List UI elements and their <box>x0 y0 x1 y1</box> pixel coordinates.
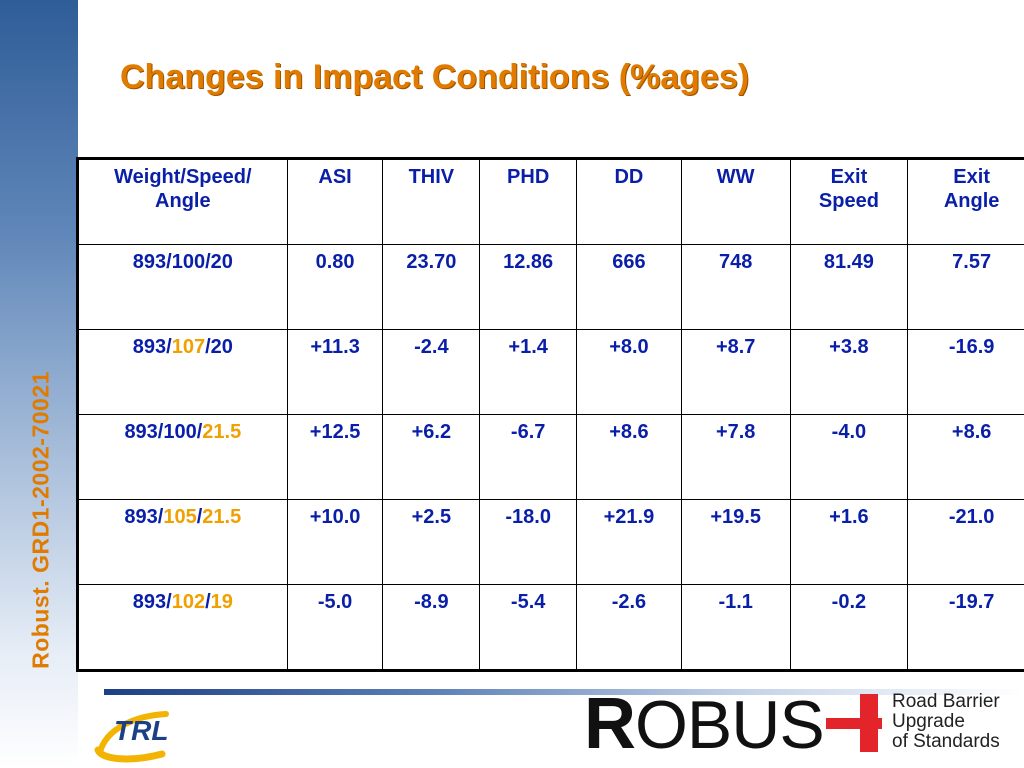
column-header: Weight/Speed/Angle <box>77 158 288 245</box>
trl-logo-text: TRL <box>114 715 168 746</box>
table-row: 893/100/20 0.80 23.70 12.86 666 748 81.49 7.57 <box>77 244 1024 330</box>
value-cell: -4.0 <box>789 414 909 500</box>
value-cell: -6.7 <box>479 414 578 500</box>
table-row: 893/102/19 -5.0 -8.9 -5.4 -2.6 -1.1 -0.2 -19.7 <box>77 584 1024 671</box>
value-cell: +12.5 <box>286 414 384 500</box>
condition-label-segment: 893/ <box>124 506 164 528</box>
column-header-line: Angle <box>943 190 1000 212</box>
value-cell: +8.6 <box>907 414 1024 500</box>
condition-label-segment: 893/ <box>132 336 172 358</box>
value-cell: +8.7 <box>680 329 791 415</box>
condition-label-segment: / <box>205 591 211 613</box>
value-cell: -5.4 <box>479 584 578 671</box>
column-header: DD <box>576 158 682 245</box>
value-cell: +6.2 <box>382 414 481 500</box>
value-cell: +8.0 <box>576 329 682 415</box>
value-cell: -0.2 <box>789 584 909 671</box>
value-cell: -1.1 <box>680 584 791 671</box>
value-cell: -8.9 <box>382 584 481 671</box>
condition-label-segment: 21.5 <box>202 506 242 528</box>
value-cell: -2.6 <box>576 584 682 671</box>
trl-logo: TRL <box>94 711 169 763</box>
condition-label-segment: 893/100/20 <box>132 251 233 273</box>
value-cell: 81.49 <box>789 244 909 330</box>
tagline-line-2: Upgrade <box>892 711 965 732</box>
tagline-line-1: Road Barrier <box>892 691 1000 712</box>
condition-label-segment: 21.5 <box>202 421 242 443</box>
condition-label-segment: 105 <box>163 506 197 528</box>
column-header: Exit Speed <box>789 158 909 245</box>
condition-label-cell: 893/102/19 <box>77 584 288 671</box>
condition-label-segment: 893/100/ <box>124 421 203 443</box>
table-row: 893/105/21.5 +10.0 +2.5 -18.0 +21.9 +19.5 +1.6… <box>77 499 1024 585</box>
condition-label-cell: 893/107/20 <box>77 329 288 415</box>
value-cell: +11.3 <box>286 329 384 415</box>
value-cell: -16.9 <box>907 329 1024 415</box>
value-cell: +1.6 <box>789 499 909 585</box>
column-header: ASI <box>286 158 384 245</box>
column-header-line: Exit <box>830 166 868 188</box>
sidebar-band <box>0 0 78 768</box>
slide-title: Changes in Impact Conditions (%ages) <box>120 58 750 96</box>
column-header: PHD <box>479 158 578 245</box>
column-header-line: ASI <box>318 166 352 188</box>
impact-conditions-table: Weight/Speed/Angle ASI THIV PHD DD WW Exit Spee… <box>76 157 1024 672</box>
value-cell: +10.0 <box>286 499 384 585</box>
column-header: THIV <box>382 158 481 245</box>
value-cell: 0.80 <box>286 244 384 330</box>
table-row: 893/100/21.5 +12.5 +6.2 -6.7 +8.6 +7.8 -4.0 +8.… <box>77 414 1024 500</box>
value-cell: -21.0 <box>907 499 1024 585</box>
value-cell: -5.0 <box>286 584 384 671</box>
condition-label-segment: 893/ <box>132 591 172 613</box>
condition-label-cell: 893/100/20 <box>77 244 288 330</box>
condition-label-cell: 893/105/21.5 <box>77 499 288 585</box>
condition-label-segment: /20 <box>205 336 233 358</box>
value-cell: +3.8 <box>789 329 909 415</box>
tagline-line-3: of Standards <box>892 731 1000 752</box>
value-cell: +8.6 <box>576 414 682 500</box>
value-cell: -19.7 <box>907 584 1024 671</box>
table-body: 893/100/20 0.80 23.70 12.86 666 748 81.49 7.57 8… <box>77 244 1024 671</box>
value-cell: 748 <box>680 244 791 330</box>
footer-divider <box>104 689 1024 695</box>
condition-label-segment: 107 <box>171 336 206 358</box>
value-cell: -18.0 <box>479 499 578 585</box>
robust-tagline: Road Barrier Upgrade of Standards <box>892 692 1000 752</box>
value-cell: 12.86 <box>479 244 578 330</box>
column-header-line: Angle <box>155 190 211 212</box>
value-cell: +21.9 <box>576 499 682 585</box>
robust-logo-r: R <box>584 684 636 764</box>
column-header: WW <box>680 158 791 245</box>
condition-label-segment: / <box>196 506 203 528</box>
table-row: 893/107/20 +11.3 -2.4 +1.4 +8.0 +8.7 +3.8 -16.9 <box>77 329 1024 415</box>
table-header-row: Weight/Speed/Angle ASI THIV PHD DD WW Exit Spee… <box>77 158 1024 245</box>
value-cell: 666 <box>576 244 682 330</box>
value-cell: 23.70 <box>382 244 481 330</box>
column-header-line: DD <box>614 166 644 188</box>
condition-label-segment: 19 <box>210 591 233 613</box>
value-cell: +7.8 <box>680 414 791 500</box>
column-header-line: WW <box>716 166 755 188</box>
column-header-line: Exit <box>953 166 990 188</box>
value-cell: +2.5 <box>382 499 481 585</box>
condition-label-cell: 893/100/21.5 <box>77 414 288 500</box>
robust-red-cross-icon <box>826 694 882 752</box>
project-reference: Robust. GRD1-2002-70021 <box>27 371 54 669</box>
column-header-line: PHD <box>507 166 550 188</box>
value-cell: +19.5 <box>680 499 791 585</box>
value-cell: 7.57 <box>907 244 1024 330</box>
condition-label-segment: 102 <box>171 591 206 613</box>
value-cell: +1.4 <box>479 329 578 415</box>
column-header-line: Weight/Speed/ <box>114 166 252 188</box>
column-header: Exit Angle <box>907 158 1024 245</box>
column-header-line: Speed <box>818 190 879 212</box>
value-cell: -2.4 <box>382 329 481 415</box>
column-header-line: THIV <box>408 166 455 188</box>
robust-logo-obus: OBUS <box>635 687 825 763</box>
robust-logo-text: ROBUS <box>584 688 825 760</box>
